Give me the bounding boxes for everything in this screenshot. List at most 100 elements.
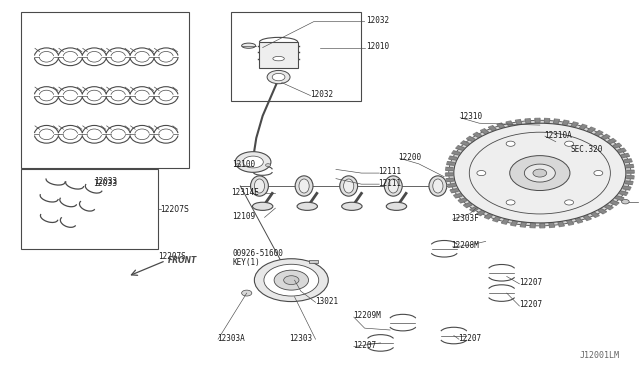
- Ellipse shape: [254, 179, 264, 193]
- Text: 12200: 12200: [397, 153, 421, 162]
- Circle shape: [564, 141, 573, 146]
- Text: 12303F: 12303F: [451, 214, 479, 223]
- Polygon shape: [520, 222, 526, 227]
- Bar: [231, 13, 362, 101]
- Polygon shape: [549, 223, 555, 227]
- Polygon shape: [467, 137, 475, 141]
- Ellipse shape: [250, 176, 268, 196]
- Circle shape: [236, 152, 271, 172]
- Text: 12207: 12207: [519, 278, 542, 287]
- Polygon shape: [449, 156, 457, 160]
- Circle shape: [594, 170, 603, 176]
- Polygon shape: [571, 122, 578, 127]
- Polygon shape: [481, 129, 488, 134]
- Text: KEY(1): KEY(1): [232, 258, 260, 267]
- Polygon shape: [623, 186, 631, 190]
- Polygon shape: [608, 139, 616, 143]
- Circle shape: [272, 73, 285, 81]
- Polygon shape: [588, 127, 595, 132]
- Polygon shape: [470, 207, 478, 212]
- Bar: [20, 169, 157, 249]
- Ellipse shape: [477, 179, 488, 193]
- Text: 12303A: 12303A: [217, 334, 244, 343]
- Text: 12109: 12109: [232, 212, 255, 221]
- Polygon shape: [445, 173, 452, 176]
- Circle shape: [274, 270, 308, 290]
- Polygon shape: [591, 212, 599, 217]
- Circle shape: [284, 276, 299, 285]
- Polygon shape: [627, 170, 634, 173]
- Text: 12207: 12207: [458, 334, 481, 343]
- Polygon shape: [620, 191, 628, 195]
- Polygon shape: [598, 209, 607, 214]
- Text: 12033: 12033: [93, 177, 117, 186]
- Polygon shape: [446, 178, 454, 182]
- Text: 12100: 12100: [232, 160, 255, 169]
- Polygon shape: [621, 154, 630, 157]
- Polygon shape: [554, 119, 559, 124]
- Circle shape: [564, 200, 573, 205]
- Bar: [259, 42, 298, 68]
- Text: 12111: 12111: [379, 167, 402, 176]
- Polygon shape: [611, 201, 619, 205]
- Text: 12032: 12032: [310, 90, 333, 99]
- Polygon shape: [502, 219, 509, 224]
- Ellipse shape: [385, 176, 402, 196]
- Polygon shape: [579, 124, 587, 129]
- Polygon shape: [511, 221, 517, 226]
- Polygon shape: [567, 220, 573, 225]
- Polygon shape: [447, 162, 454, 165]
- Circle shape: [524, 164, 556, 182]
- Polygon shape: [625, 181, 633, 185]
- Text: 00926-51600: 00926-51600: [232, 249, 283, 258]
- Text: 12303: 12303: [289, 334, 312, 343]
- Text: 12111: 12111: [379, 179, 402, 187]
- Polygon shape: [450, 189, 458, 193]
- Circle shape: [243, 156, 263, 168]
- Polygon shape: [484, 214, 492, 219]
- Polygon shape: [605, 205, 613, 210]
- Ellipse shape: [295, 176, 313, 196]
- Ellipse shape: [297, 202, 317, 211]
- Ellipse shape: [388, 179, 398, 193]
- Bar: [20, 13, 189, 167]
- Polygon shape: [575, 218, 582, 223]
- Polygon shape: [613, 143, 621, 148]
- Text: 13021: 13021: [315, 297, 338, 306]
- Polygon shape: [463, 203, 472, 208]
- Circle shape: [236, 164, 241, 167]
- Polygon shape: [477, 211, 485, 215]
- Polygon shape: [445, 167, 453, 170]
- Text: 12033: 12033: [93, 179, 117, 187]
- Circle shape: [533, 169, 547, 177]
- Text: 12310A: 12310A: [544, 131, 572, 140]
- Bar: [309, 260, 318, 263]
- Ellipse shape: [387, 202, 406, 211]
- Ellipse shape: [252, 202, 273, 211]
- Text: 12207: 12207: [353, 341, 376, 350]
- Polygon shape: [458, 198, 467, 203]
- Ellipse shape: [242, 43, 255, 48]
- Text: 12209M: 12209M: [353, 311, 381, 320]
- Ellipse shape: [429, 176, 447, 196]
- Polygon shape: [473, 132, 481, 137]
- Polygon shape: [618, 148, 626, 153]
- Text: 12207S: 12207S: [161, 205, 189, 214]
- Polygon shape: [563, 120, 569, 125]
- Text: SEC.320: SEC.320: [570, 145, 603, 154]
- Polygon shape: [525, 119, 531, 123]
- Polygon shape: [452, 151, 460, 155]
- Text: 12310: 12310: [459, 112, 482, 121]
- Polygon shape: [454, 194, 462, 198]
- Polygon shape: [584, 215, 591, 220]
- Text: 12207S: 12207S: [158, 252, 186, 262]
- Text: J12001LM: J12001LM: [579, 350, 620, 359]
- Text: 12010: 12010: [366, 42, 389, 51]
- Ellipse shape: [273, 57, 284, 61]
- Polygon shape: [595, 131, 603, 135]
- Ellipse shape: [474, 176, 492, 196]
- Polygon shape: [558, 222, 564, 227]
- Polygon shape: [602, 134, 610, 139]
- Circle shape: [506, 141, 515, 146]
- Circle shape: [449, 120, 631, 226]
